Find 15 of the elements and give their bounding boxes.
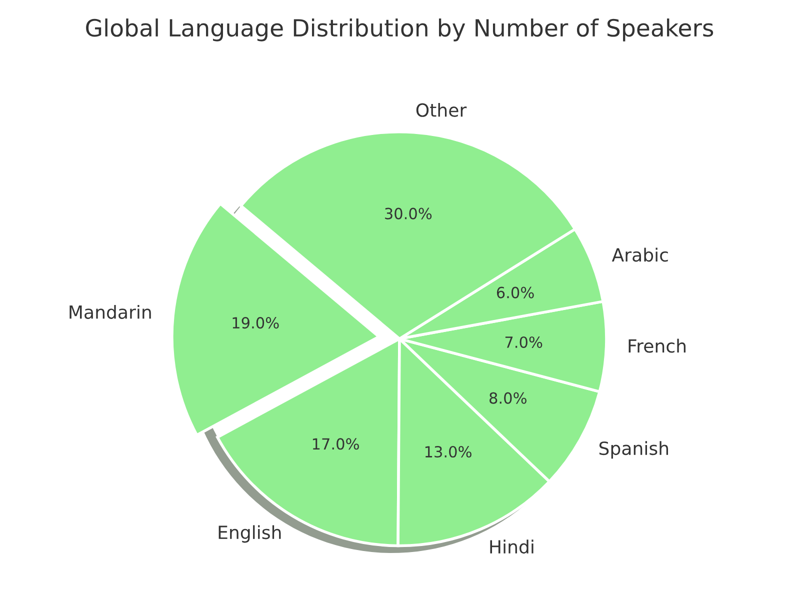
slice-label: English xyxy=(218,525,281,543)
data-label: 30.0% xyxy=(385,208,432,220)
slice-label: Other xyxy=(416,102,467,117)
slice-label: Spanish xyxy=(599,441,668,459)
data-label: 13.0% xyxy=(425,446,472,458)
slice-label: Arabic xyxy=(612,248,668,262)
data-label: 19.0% xyxy=(232,317,279,329)
slice-label: French xyxy=(628,338,686,353)
data-label: 17.0% xyxy=(312,438,359,450)
chart-title: Global Language Distribution by Number of Speakers xyxy=(86,18,714,42)
data-label: 8.0% xyxy=(490,392,526,404)
data-label: 6.0% xyxy=(496,286,534,298)
slice-label: Mandarin xyxy=(70,304,151,319)
slice-label: Hindi xyxy=(490,540,534,554)
data-label: 7.0% xyxy=(505,336,542,348)
